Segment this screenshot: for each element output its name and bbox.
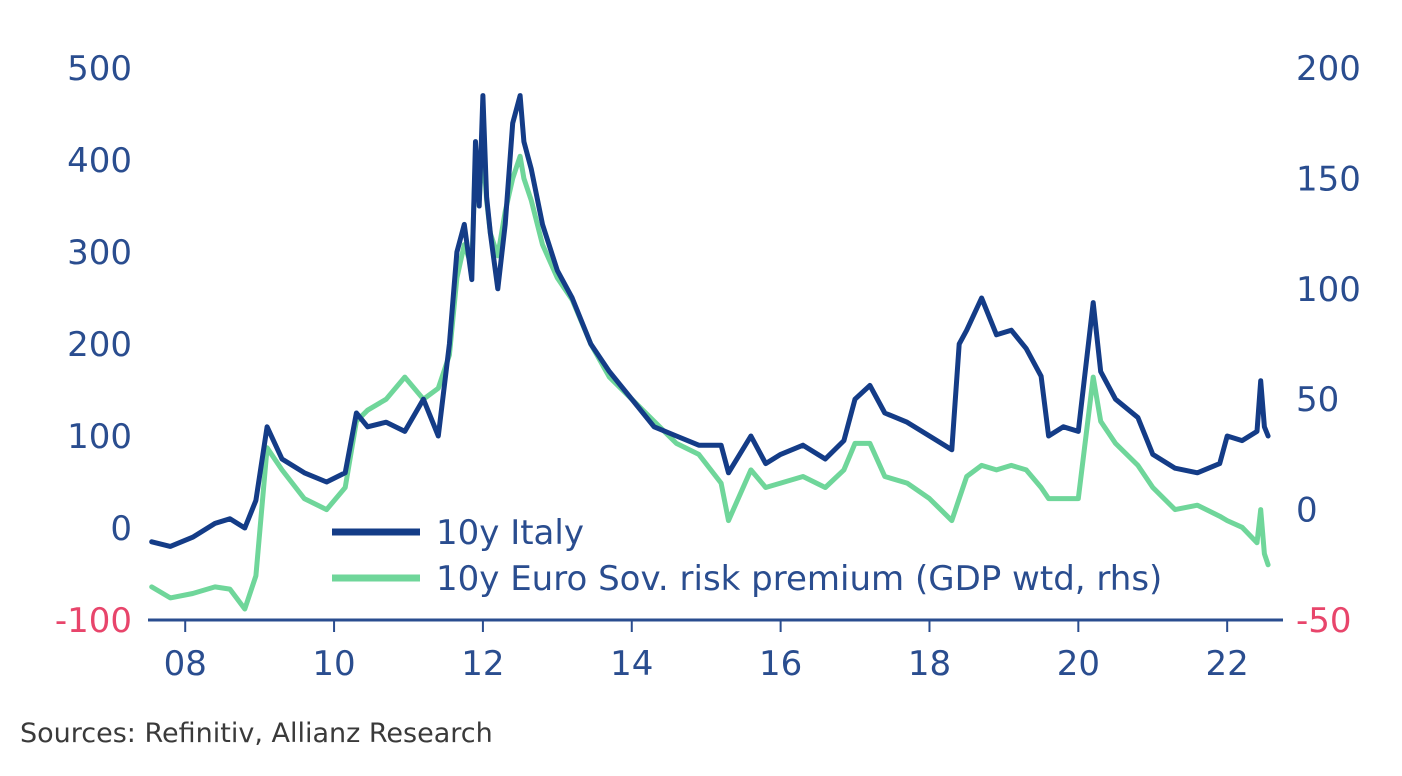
x-tick-label: 16 [759,644,802,684]
right-tick-label: 200 [1296,49,1361,89]
left-tick-label: 400 [67,141,132,181]
right-tick-label: -50 [1296,601,1352,641]
source-note: Sources: Refinitiv, Allianz Research [20,718,493,749]
right-tick-label: 50 [1296,380,1339,420]
x-axis-ticks: 08 10 12 14 16 18 20 22 [164,620,1249,684]
right-axis-ticks: 200 150 100 50 0 -50 [1296,49,1361,641]
left-tick-label: 100 [67,417,132,457]
legend: 10y Italy 10y Euro Sov. risk premium (GD… [332,513,1162,599]
x-tick-label: 18 [908,644,951,684]
left-axis-ticks: 500 400 300 200 100 0 -100 [55,49,132,641]
x-tick-label: 20 [1057,644,1100,684]
right-tick-label: 100 [1296,270,1361,310]
left-tick-label: 300 [67,233,132,273]
x-tick-label: 08 [164,644,207,684]
x-tick-label: 14 [610,644,653,684]
x-tick-label: 12 [461,644,504,684]
legend-label-italy: 10y Italy [436,513,584,553]
series-layer [152,96,1268,609]
right-tick-label: 150 [1296,159,1361,199]
left-tick-label: -100 [55,601,132,641]
x-tick-label: 22 [1206,644,1249,684]
x-tick-label: 10 [312,644,355,684]
left-tick-label: 200 [67,325,132,365]
left-tick-label: 0 [110,509,132,549]
right-tick-label: 0 [1296,491,1318,531]
series-line-euro [152,145,1268,609]
legend-label-euro: 10y Euro Sov. risk premium (GDP wtd, rhs… [436,559,1162,599]
series-line-italy [152,96,1268,547]
left-tick-label: 500 [67,49,132,89]
